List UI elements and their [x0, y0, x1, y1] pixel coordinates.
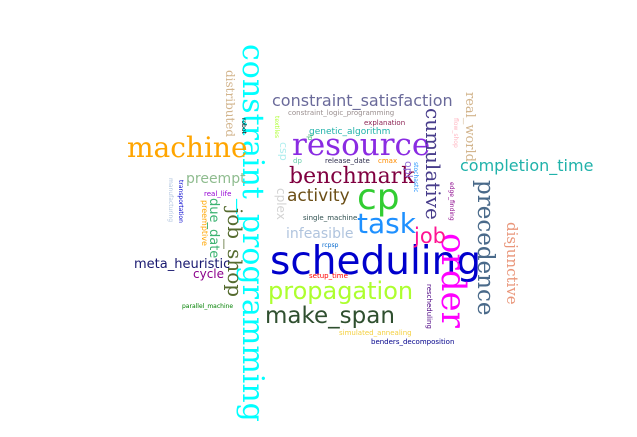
word-distributed: distributed	[223, 70, 237, 138]
word-release-date: release_date	[325, 157, 370, 165]
word-constraint-satisfaction: constraint_satisfaction	[272, 91, 453, 110]
word-preempt: preempt	[186, 171, 246, 187]
word-parallel-machine: parallel_machine	[182, 303, 234, 310]
word-edge-finding: edge_finding	[448, 182, 455, 221]
word-machine: machine	[127, 131, 248, 164]
word-job-shop: job_shop	[223, 208, 247, 298]
word-cumulative: cumulative	[421, 108, 445, 220]
word-simulated-annealing: simulated_annealing	[339, 329, 412, 337]
word-completion-time: completion_time	[460, 156, 594, 175]
word-infeasible: infeasible	[286, 226, 354, 242]
word-single-machine: single_machine	[303, 214, 358, 222]
word-cp: cp	[357, 177, 400, 218]
word-robot: robot	[240, 118, 247, 134]
word-preemptive: preemptive	[200, 200, 209, 246]
word-activity: activity	[287, 186, 350, 206]
word-dp: dp	[293, 157, 302, 165]
word-benders-decomposition: benders_decomposition	[371, 338, 455, 346]
word-rescheduling: rescheduling	[425, 284, 433, 329]
word-job: job	[414, 224, 447, 248]
word-cycle: cycle	[193, 267, 225, 281]
word-cplex: cplex	[274, 188, 288, 220]
word-setup-time: setup_time	[309, 272, 348, 280]
word-task: task	[357, 207, 416, 240]
word-cmax: cmax	[378, 157, 398, 165]
word-scheduling: scheduling	[270, 239, 482, 284]
word-genetic-algorithm: genetic_algorithm	[309, 127, 391, 137]
word-transportation: transportation	[177, 180, 184, 223]
word-flow-shop: flow_shop	[452, 118, 459, 148]
word-propagation: propagation	[268, 277, 414, 305]
word-manufacturing: manufacturing	[167, 178, 174, 223]
word-stochastic: stochastic	[412, 162, 419, 193]
word-precedence: precedence	[472, 180, 498, 316]
word-csp: csp	[277, 142, 290, 161]
word-make-span: make_span	[265, 303, 395, 329]
word-disjunctive: disjunctive	[503, 222, 521, 305]
word-textiles: textiles	[273, 116, 280, 138]
word-benchmark: benchmark	[289, 164, 415, 189]
word-real-life: real_life	[204, 190, 232, 198]
word-rcpsp: rcpsp	[322, 242, 339, 249]
word-constraint-logic-programming: constraint_logic_programming	[288, 109, 395, 117]
word-explanation: explanation	[364, 119, 406, 127]
word-meta-heuristic: meta_heuristic	[134, 257, 231, 272]
word-real-world: real_world	[462, 92, 477, 162]
word-resource: resource	[292, 127, 431, 163]
word-lp: lp	[306, 134, 314, 141]
